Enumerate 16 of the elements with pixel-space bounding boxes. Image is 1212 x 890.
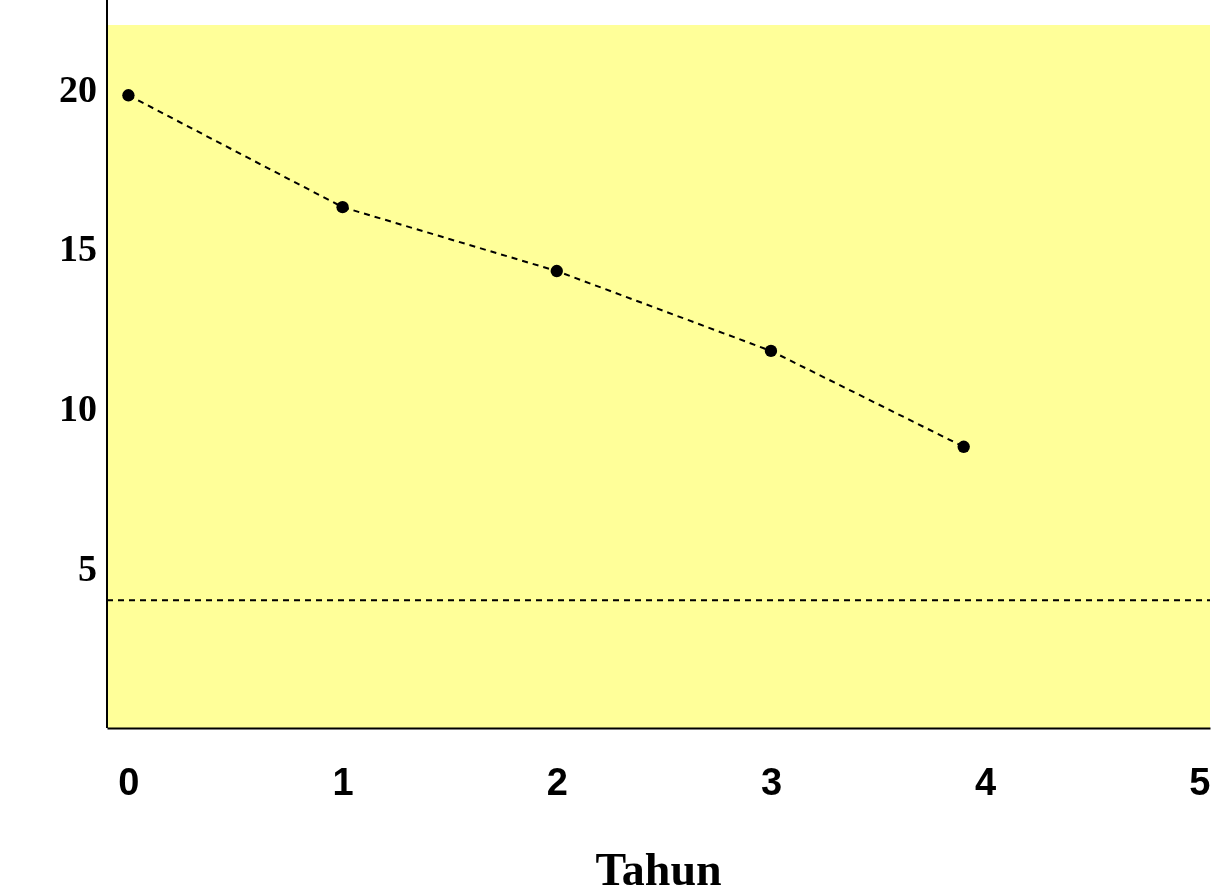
- point: [336, 200, 349, 214]
- y-tick-label: 5: [78, 546, 97, 589]
- x-tick-label: 0: [118, 760, 140, 803]
- point: [764, 344, 778, 358]
- point: [550, 264, 563, 278]
- x-tick-label: 4: [975, 760, 997, 803]
- x-tick-label: 1: [332, 760, 354, 803]
- point: [957, 440, 970, 453]
- y-tick-label: 15: [59, 227, 97, 270]
- x-tick-label: 3: [760, 760, 783, 803]
- x-tick-label: 5: [1189, 760, 1211, 803]
- y-tick-label: 10: [59, 387, 97, 430]
- y-tick-label: 20: [59, 67, 97, 110]
- point: [122, 89, 135, 102]
- x-tick-label: 2: [546, 760, 568, 803]
- x-axis-title: Tahun: [595, 844, 722, 890]
